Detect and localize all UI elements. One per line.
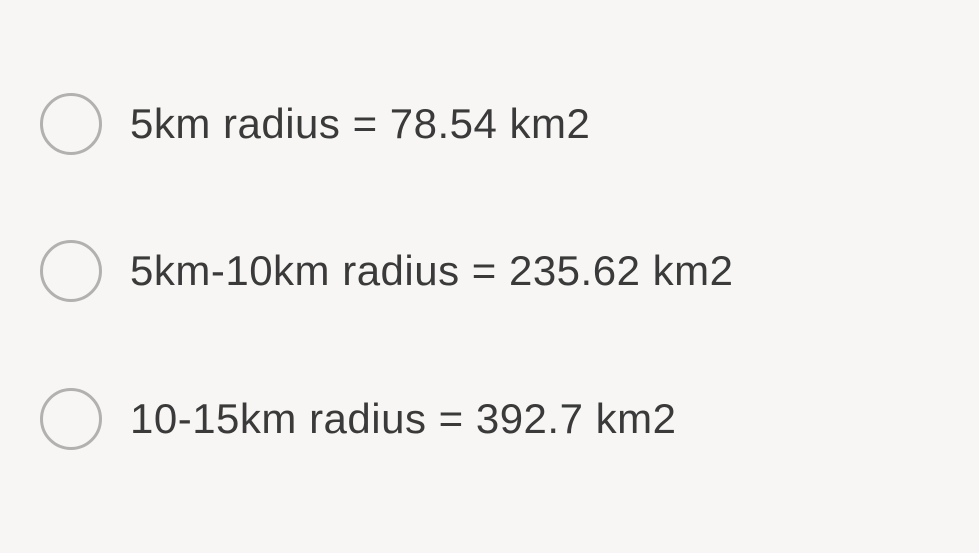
checklist-label-2: 10-15km radius = 392.7 km2 — [130, 395, 676, 443]
checklist-item-1: 5km-10km radius = 235.62 km2 — [40, 240, 939, 302]
checklist-label-0: 5km radius = 78.54 km2 — [130, 100, 590, 148]
checklist-label-1: 5km-10km radius = 235.62 km2 — [130, 247, 733, 295]
checkbox-circle-1[interactable] — [40, 240, 102, 302]
checklist-item-0: 5km radius = 78.54 km2 — [40, 93, 939, 155]
checkbox-circle-0[interactable] — [40, 93, 102, 155]
checklist-item-2: 10-15km radius = 392.7 km2 — [40, 388, 939, 450]
checkbox-circle-2[interactable] — [40, 388, 102, 450]
